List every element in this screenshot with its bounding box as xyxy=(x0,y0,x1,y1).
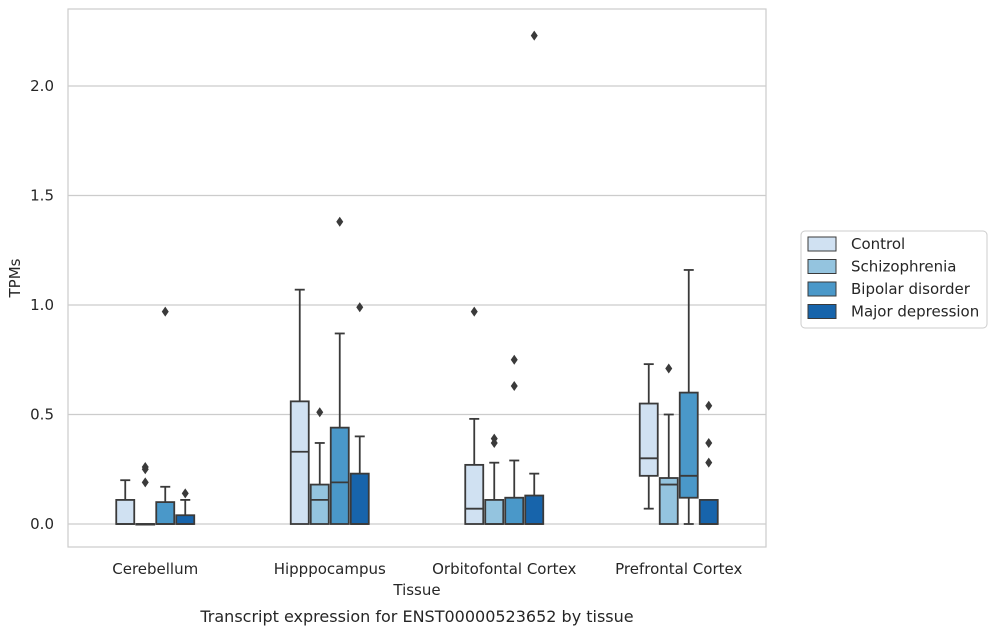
box xyxy=(524,494,545,525)
box xyxy=(309,483,330,525)
legend-label: Major depression xyxy=(851,303,979,321)
y-tick-label: 1.0 xyxy=(30,296,54,314)
y-tick-label: 1.5 xyxy=(30,187,54,205)
outlier-point xyxy=(141,477,149,488)
legend-label: Schizophrenia xyxy=(851,258,956,276)
x-tick-label: Cerebellum xyxy=(112,560,198,578)
legend: Control Schizophrenia Bipolar disorder Majo… xyxy=(800,230,988,329)
box xyxy=(504,496,525,525)
x-tick-label: Hipppocampus xyxy=(274,560,386,578)
outlier-point xyxy=(181,488,189,499)
box xyxy=(349,472,370,525)
box-major-depression xyxy=(349,302,370,525)
y-tick-labels: 0.0 0.5 1.0 1.5 2.0 xyxy=(30,77,54,533)
outlier-point xyxy=(705,400,713,411)
box xyxy=(678,391,699,499)
x-tick-label: Prefrontal Cortex xyxy=(615,560,742,578)
x-tick-label: Orbitofontal Cortex xyxy=(432,560,576,578)
outlier-point xyxy=(490,433,498,444)
box-layer xyxy=(115,30,719,526)
box xyxy=(175,514,196,525)
outlier-point xyxy=(510,354,518,365)
box-bipolar-disorder xyxy=(155,306,176,525)
legend-swatch xyxy=(807,236,837,252)
box xyxy=(638,402,659,477)
outlier-point xyxy=(316,407,324,418)
box-bipolar-disorder xyxy=(504,354,525,525)
box-control xyxy=(638,363,659,510)
outlier-point xyxy=(356,302,364,313)
box xyxy=(329,426,350,525)
box xyxy=(155,501,176,525)
box-control xyxy=(289,288,310,525)
box-schizophrenia xyxy=(484,433,505,525)
box-control xyxy=(464,306,485,525)
box-bipolar-disorder xyxy=(329,216,350,525)
outlier-point xyxy=(705,437,713,448)
legend-label: Bipolar disorder xyxy=(851,280,971,298)
chart-caption: Transcript expression for ENST0000052365… xyxy=(199,607,633,626)
box-major-depression xyxy=(175,488,196,525)
outlier-point xyxy=(336,216,344,227)
box xyxy=(698,499,719,525)
box-schizophrenia xyxy=(309,407,330,525)
plot-area xyxy=(67,8,767,548)
legend-label: Control xyxy=(851,235,905,253)
box-major-depression xyxy=(698,400,719,525)
y-tick-label: 2.0 xyxy=(30,77,54,95)
box xyxy=(289,400,310,525)
legend-frame xyxy=(800,230,988,329)
outlier-point xyxy=(705,457,713,468)
box xyxy=(658,477,679,525)
y-tick-label: 0.0 xyxy=(30,515,54,533)
outlier-point xyxy=(530,30,538,41)
legend-swatch xyxy=(807,281,837,297)
outlier-point xyxy=(470,306,478,317)
box-schizophrenia xyxy=(658,363,679,525)
y-axis-label: TPMs xyxy=(6,258,24,298)
box-schizophrenia xyxy=(135,462,156,526)
outlier-point xyxy=(161,306,169,317)
box xyxy=(464,463,485,525)
outlier-point xyxy=(665,363,673,374)
box xyxy=(115,499,136,525)
legend-swatch xyxy=(807,304,837,319)
x-tick-labels: Cerebellum Hipppocampus Orbitofontal Corte… xyxy=(112,560,742,578)
y-tick-label: 0.5 xyxy=(30,406,54,424)
legend-swatch xyxy=(807,259,837,274)
outlier-point xyxy=(141,462,149,473)
outlier-point xyxy=(510,381,518,392)
box-control xyxy=(115,479,136,525)
box-bipolar-disorder xyxy=(678,269,699,525)
x-axis-label: Tissue xyxy=(392,581,440,599)
box xyxy=(484,499,505,525)
box-major-depression xyxy=(524,30,545,525)
